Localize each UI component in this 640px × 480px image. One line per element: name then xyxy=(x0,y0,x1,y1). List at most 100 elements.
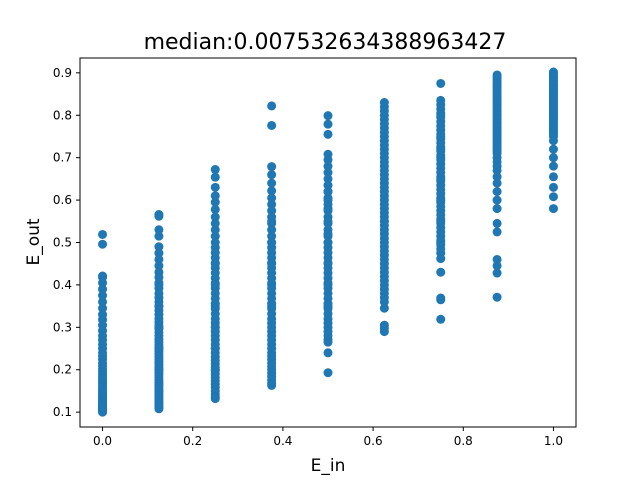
data-point xyxy=(323,337,333,347)
data-point xyxy=(548,161,558,171)
x-axis-label: E_in xyxy=(311,456,346,476)
data-point xyxy=(267,238,277,247)
data-point xyxy=(548,192,558,202)
data-point xyxy=(210,204,220,214)
data-point xyxy=(492,165,502,175)
data-point xyxy=(98,399,108,409)
data-point xyxy=(98,407,108,417)
data-point xyxy=(267,101,277,111)
data-point xyxy=(267,280,277,290)
data-point xyxy=(210,231,220,241)
data-point xyxy=(210,301,220,311)
data-point xyxy=(154,404,164,414)
y-tick-label: 0.3 xyxy=(53,320,72,334)
data-point xyxy=(436,131,446,141)
data-point xyxy=(210,280,220,290)
data-point xyxy=(154,301,164,311)
data-point xyxy=(267,178,277,188)
data-point xyxy=(210,172,220,182)
y-tick-label: 0.2 xyxy=(53,363,72,377)
data-point xyxy=(323,229,333,239)
data-point xyxy=(379,327,389,337)
data-point xyxy=(267,199,277,209)
data-point xyxy=(379,297,389,307)
data-point xyxy=(210,182,220,192)
data-point xyxy=(323,238,333,247)
data-point xyxy=(267,225,277,235)
data-point xyxy=(154,386,164,396)
data-point xyxy=(154,211,164,221)
x-tick-label: 0.0 xyxy=(93,434,112,448)
data-point xyxy=(154,231,164,241)
x-tick-label: 0.6 xyxy=(364,434,383,448)
data-point xyxy=(154,254,164,264)
data-point xyxy=(210,197,220,207)
data-point xyxy=(267,206,277,216)
data-point xyxy=(492,227,502,237)
data-point xyxy=(98,291,108,301)
data-point xyxy=(154,225,164,235)
data-point xyxy=(436,295,446,305)
data-point xyxy=(210,365,220,375)
data-point xyxy=(267,216,277,226)
data-point xyxy=(267,193,277,203)
y-tick-label: 0.1 xyxy=(53,405,72,419)
data-point xyxy=(323,204,333,214)
data-point xyxy=(98,278,108,288)
data-point xyxy=(548,172,558,182)
data-point xyxy=(436,144,446,154)
data-point xyxy=(210,225,220,235)
data-point xyxy=(492,204,502,214)
data-point xyxy=(267,162,277,172)
data-point xyxy=(492,254,502,264)
data-point xyxy=(210,344,220,354)
data-points xyxy=(98,67,558,417)
data-point xyxy=(548,153,558,163)
data-point xyxy=(436,78,446,88)
data-point xyxy=(323,161,333,171)
data-point xyxy=(548,182,558,192)
data-point xyxy=(323,168,333,178)
y-axis-label: E_out xyxy=(24,218,44,265)
data-point xyxy=(267,186,277,196)
data-point xyxy=(98,297,108,307)
data-point xyxy=(267,170,277,180)
data-point xyxy=(436,216,446,226)
data-point xyxy=(436,314,446,324)
data-point xyxy=(323,195,333,205)
data-point xyxy=(154,242,164,252)
data-point xyxy=(323,119,333,129)
data-point xyxy=(323,155,333,165)
data-point xyxy=(210,191,220,201)
data-point xyxy=(98,303,108,313)
data-point xyxy=(492,292,502,302)
data-point xyxy=(323,301,333,311)
data-point xyxy=(267,120,277,130)
data-point xyxy=(436,110,446,120)
data-point xyxy=(98,229,108,239)
data-point xyxy=(323,216,333,226)
y-tick-label: 0.5 xyxy=(53,236,72,250)
x-tick-label: 1.0 xyxy=(544,434,563,448)
data-point xyxy=(492,172,502,182)
y-tick-label: 0.9 xyxy=(53,66,72,80)
data-point xyxy=(323,348,333,358)
y-tick-label: 0.4 xyxy=(53,278,72,292)
data-point xyxy=(492,261,502,271)
data-point xyxy=(436,195,446,205)
data-point xyxy=(492,218,502,228)
data-point xyxy=(436,254,446,264)
data-point xyxy=(98,284,108,294)
data-point xyxy=(323,174,333,184)
data-point xyxy=(379,303,389,313)
data-point xyxy=(323,129,333,139)
data-point xyxy=(323,259,333,269)
data-point xyxy=(210,394,220,404)
data-point xyxy=(323,280,333,290)
data-point xyxy=(267,259,277,269)
x-tick-label: 0.8 xyxy=(454,434,473,448)
data-point xyxy=(436,267,446,277)
data-point xyxy=(154,322,164,332)
data-point xyxy=(436,174,446,184)
